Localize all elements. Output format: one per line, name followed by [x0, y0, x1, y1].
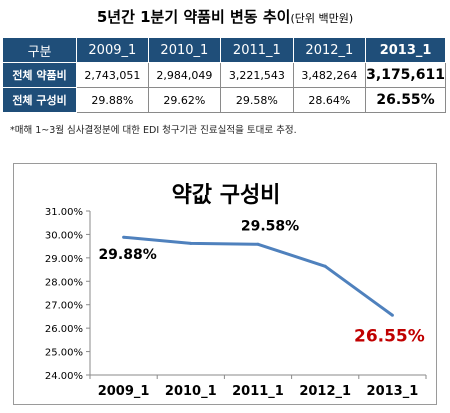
- table-cell: 3,482,264: [292, 62, 367, 88]
- stats-table: 구분 2009_1 2010_1 2011_1 2012_1 2013_1 전체…: [1, 37, 446, 113]
- data-point: [189, 241, 193, 245]
- x-tick-label: 2012_1: [299, 384, 351, 399]
- y-tick-label: 28.00%: [45, 277, 83, 288]
- x-tick-label: 2013_1: [367, 384, 419, 399]
- table-column-header: 2011_1: [220, 37, 294, 63]
- table-row-header: 전체 구성비: [1, 87, 78, 113]
- y-tick-label: 29.00%: [45, 254, 83, 265]
- data-label: 26.55%: [354, 326, 425, 346]
- x-tick-label: 2009_1: [98, 384, 150, 399]
- title-unit: (단위 백만원): [290, 12, 354, 25]
- table-cell: 26.55%: [365, 87, 446, 113]
- x-tick-label: 2010_1: [165, 384, 217, 399]
- table-row-header: 전체 약품비: [1, 62, 78, 88]
- y-tick-label: 31.00%: [45, 207, 83, 218]
- page-title: 5년간 1분기 약품비 변동 추이(단위 백만원): [0, 6, 450, 27]
- table-row: 전체 약품비 2,743,051 2,984,049 3,221,543 3,4…: [1, 62, 446, 88]
- data-point: [256, 242, 260, 246]
- line-chart: 약값 구성비 24.00% 25.00% 26.00% 27.00% 28.00% 29.0…: [45, 183, 427, 399]
- chart-container: 약값 구성비 24.00% 25.00% 26.00% 27.00% 28.00% 29.0…: [13, 163, 437, 405]
- chart-title: 약값 구성비: [172, 183, 281, 208]
- table-cell: 29.58%: [220, 87, 294, 113]
- table-cell: 2,743,051: [76, 62, 149, 88]
- x-tick-label: 2011_1: [232, 384, 284, 399]
- data-point: [323, 264, 327, 268]
- table-cell: 29.88%: [76, 87, 149, 113]
- table-corner-cell: 구분: [1, 37, 78, 63]
- table-cell: 3,221,543: [220, 62, 294, 88]
- series-line: [123, 235, 394, 317]
- y-tick-label: 26.00%: [45, 324, 83, 335]
- y-tick-label: 24.00%: [45, 371, 83, 382]
- y-tick-label: 30.00%: [45, 230, 83, 241]
- data-point: [122, 235, 126, 239]
- table-cell: 29.62%: [147, 87, 222, 113]
- table-column-header: 2012_1: [292, 37, 367, 63]
- table-row: 전체 구성비 29.88% 29.62% 29.58% 28.64% 26.55…: [1, 87, 446, 113]
- table-column-header: 2009_1: [76, 37, 149, 63]
- table-header-row: 구분 2009_1 2010_1 2011_1 2012_1 2013_1: [1, 37, 446, 63]
- title-main: 5년간 1분기 약품비 변동 추이: [96, 8, 291, 26]
- table-cell: 3,175,611: [365, 62, 446, 88]
- data-label: 29.58%: [241, 218, 299, 234]
- footnote: *매해 1~3월 심사결정분에 대한 EDI 청구기관 진료실적을 토대로 추정…: [10, 125, 297, 136]
- table-column-header: 2010_1: [147, 37, 222, 63]
- y-tick-label: 27.00%: [45, 301, 83, 312]
- table-cell: 2,984,049: [147, 62, 222, 88]
- table-cell: 28.64%: [292, 87, 367, 113]
- data-label: 29.88%: [98, 247, 156, 263]
- y-tick-label: 25.00%: [45, 348, 83, 359]
- table-column-header: 2013_1: [365, 37, 446, 63]
- data-point: [390, 313, 394, 317]
